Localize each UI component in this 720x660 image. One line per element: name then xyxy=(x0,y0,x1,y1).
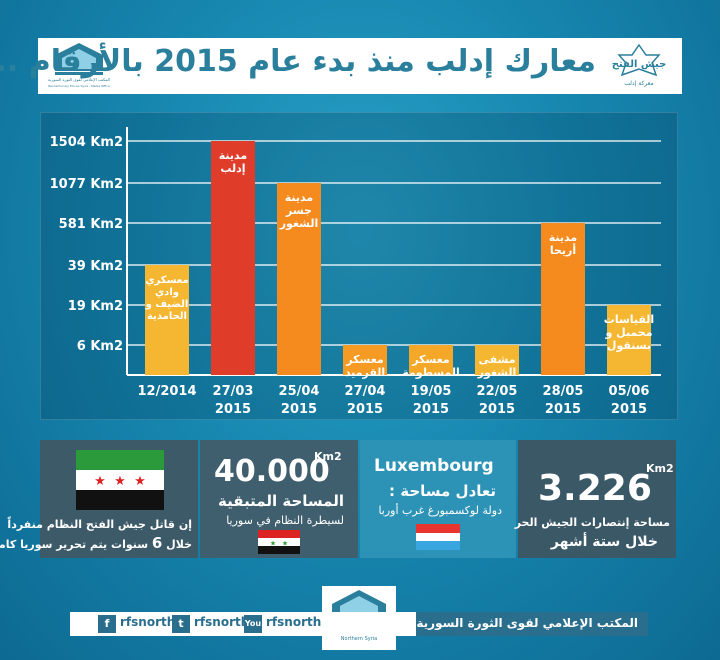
bar-label: إدلب xyxy=(220,162,245,175)
x-tick-label: 22/05 xyxy=(477,384,518,399)
luxembourg-title: تعادل مساحة : xyxy=(389,482,496,500)
svg-text:★: ★ xyxy=(270,540,276,548)
syrian-revolution-flag: ★ ★ ★ xyxy=(76,450,164,510)
chart-panel: 1504 Km2 1077 Km2 581 Km2 39 Km2 19 Km2 6 Km2… xyxy=(40,112,678,420)
remaining-title: المساحة المتبقية xyxy=(218,492,344,510)
x-tick-label: 28/05 xyxy=(543,384,584,399)
bar-label: معسكر xyxy=(411,353,449,366)
bar-label: الشغور xyxy=(477,366,517,379)
total-unit: Km2 xyxy=(646,462,674,475)
x-tick-label: 25/04 xyxy=(279,384,320,399)
twitter-link[interactable]: rfsnorth xyxy=(194,615,250,629)
y-tick-label: 1077 Km2 xyxy=(50,177,123,192)
bar xyxy=(409,345,453,375)
bar xyxy=(211,141,255,375)
youtube-link[interactable]: rfsnorth xyxy=(266,615,322,629)
bar xyxy=(145,265,189,375)
total-subtitle: خلال ستة أشهر xyxy=(550,534,658,550)
bar-label: بسنقول xyxy=(607,339,651,352)
remaining-subtitle: لسيطرة النظام في سوريا xyxy=(226,514,344,527)
bar-label: معسكري xyxy=(145,275,188,286)
youtube-icon[interactable]: You xyxy=(244,615,262,633)
svg-text:★: ★ xyxy=(134,474,146,489)
remaining-unit: Km2 xyxy=(314,450,342,463)
twitter-icon[interactable]: t xyxy=(172,615,190,633)
flag-caption-line1: إن قاتل جيش الفتح النظام منفرداً xyxy=(7,518,192,531)
bar-label: مدينة xyxy=(285,191,313,204)
flag-caption-number: 6 xyxy=(151,534,163,552)
y-tick-label: 6 Km2 xyxy=(77,339,123,354)
bar xyxy=(541,223,585,375)
page-title: معارك إدلب منذ بدء عام 2015 بالأرقام .. xyxy=(0,44,596,79)
x-tick-label: 2015 xyxy=(347,402,383,417)
bar xyxy=(475,345,519,375)
remaining-area-stat: 40.000 Km2 المساحة المتبقية لسيطرة النظا… xyxy=(200,440,358,558)
y-tick-label: 39 Km2 xyxy=(68,259,123,274)
bar-label: الحامدية xyxy=(147,311,187,322)
army-logo: جيش الفتح معركة إدلب xyxy=(612,43,667,87)
luxembourg-name: Luxembourg xyxy=(374,456,494,476)
syrian-regime-flag: ★ ★ xyxy=(258,530,300,554)
svg-text:Revolutionary Forces Syria - M: Revolutionary Forces Syria - Media Offic… xyxy=(48,84,110,88)
x-tick-label: 2015 xyxy=(479,402,515,417)
svg-text:★: ★ xyxy=(94,474,106,489)
bar-label: محمبل و xyxy=(604,326,652,339)
bar-label: أريحا xyxy=(550,243,576,257)
total-area-stat: 3.226 Km2 مساحة إنتصارات الجيش الحر خلال… xyxy=(514,440,676,558)
bar-label: القرميد xyxy=(345,366,385,379)
flag-caption-line2: خلال 6 سنوات يتم تحرير سوريا كاملة xyxy=(0,534,192,552)
bar xyxy=(607,305,651,375)
x-tick-label: 19/05 xyxy=(411,384,452,399)
header-banner: المكتب الإعلامي لقوى الثورة السورية Revo… xyxy=(0,38,682,94)
svg-text:Northern Syria: Northern Syria xyxy=(341,636,377,642)
x-tick-label: 2015 xyxy=(611,402,647,417)
bar-label: مدينة xyxy=(219,149,247,162)
stats-row: ★ ★ ★ إن قاتل جيش الفتح النظام منفرداً خ… xyxy=(0,440,676,558)
bar-label: وادي xyxy=(155,287,179,298)
svg-text:★: ★ xyxy=(282,540,288,548)
bar-label: مدينة xyxy=(549,231,577,244)
luxembourg-subtitle: دولة لوكسمبورغ غرب أوربا xyxy=(378,504,502,517)
x-tick-label: 12/2014 xyxy=(137,384,196,399)
bar-label: المسطومة xyxy=(402,366,460,379)
svg-text:★: ★ xyxy=(114,474,126,489)
x-tick-label: 2015 xyxy=(545,402,581,417)
y-tick-label: 19 Km2 xyxy=(68,299,123,314)
x-tick-label: 2015 xyxy=(281,402,317,417)
total-title: مساحة إنتصارات الجيش الحر xyxy=(514,516,670,529)
x-tick-label: 27/03 xyxy=(213,384,254,399)
bar xyxy=(277,183,321,375)
luxembourg-flag xyxy=(416,524,460,550)
luxembourg-stat: Luxembourg تعادل مساحة : دولة لوكسمبورغ … xyxy=(360,440,516,558)
bar-label: الشغور xyxy=(279,217,319,230)
bar-chart: 1504 Km2 1077 Km2 581 Km2 39 Km2 19 Km2 6 Km2… xyxy=(50,127,661,417)
bar-label: جسر xyxy=(285,204,312,217)
bar-label: القياسات xyxy=(604,313,654,326)
x-tick-label: 2015 xyxy=(413,402,449,417)
total-value: 3.226 xyxy=(538,468,652,509)
y-tick-label: 1504 Km2 xyxy=(50,135,123,150)
facebook-link[interactable]: rfsnorth xyxy=(120,615,176,629)
footer-org-name: المكتب الإعلامي لقوى الثورة السورية xyxy=(416,616,638,630)
x-tick-label: 27/04 xyxy=(345,384,386,399)
remaining-value: 40.000 xyxy=(214,454,330,489)
bar-label: مشفى xyxy=(478,353,515,366)
facebook-icon[interactable]: f xyxy=(98,615,116,633)
svg-text:المكتب الإعلامي لقوى الثورة ال: المكتب الإعلامي لقوى الثورة السورية xyxy=(48,77,110,83)
x-tick-label: 05/06 xyxy=(609,384,650,399)
flag-stat: ★ ★ ★ إن قاتل جيش الفتح النظام منفرداً خ… xyxy=(0,440,198,558)
media-office-logo: المكتب الإعلامي لقوى الثورة السورية Revo… xyxy=(48,43,110,88)
svg-text:جيش الفتح: جيش الفتح xyxy=(612,59,667,70)
y-tick-label: 581 Km2 xyxy=(59,217,123,232)
footer-bar: f rfsnorth t rfsnorth You rfsnorth المكت… xyxy=(70,612,648,636)
bar-label: الضيف و xyxy=(145,299,189,310)
bar-label: معسكر xyxy=(345,353,383,366)
footer-org-box: المكتب الإعلامي لقوى الثورة السورية xyxy=(416,612,648,636)
bar xyxy=(343,345,387,375)
x-tick-label: 2015 xyxy=(215,402,251,417)
svg-text:معركة إدلب: معركة إدلب xyxy=(624,80,653,87)
